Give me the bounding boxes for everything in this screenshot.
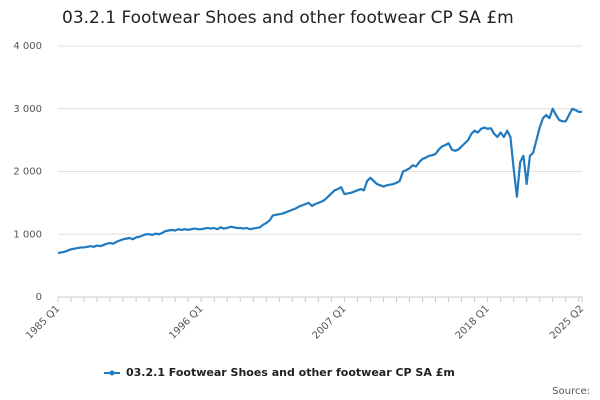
legend-marker — [109, 370, 115, 376]
x-tick-label: 2018 Q1 — [454, 303, 492, 341]
source: Source: — [552, 386, 590, 397]
y-tick-label: 0 — [36, 292, 42, 303]
chart-title: 03.2.1 Footwear Shoes and other footwear… — [62, 8, 514, 28]
y-tick-label: 2 000 — [13, 167, 42, 178]
x-tick-label: 2025 Q2 — [548, 303, 586, 341]
y-tick-label: 4 000 — [13, 41, 42, 52]
y-tick-label: 3 000 — [13, 104, 42, 115]
x-tick-label: 2007 Q1 — [311, 303, 349, 341]
x-tick-label: 1985 Q1 — [24, 303, 62, 341]
x-tick-label: 1996 Q1 — [167, 303, 205, 341]
line-series — [57, 107, 582, 255]
legend-label: 03.2.1 Footwear Shoes and other footwear… — [126, 366, 455, 379]
y-tick-label: 1 000 — [13, 229, 42, 240]
